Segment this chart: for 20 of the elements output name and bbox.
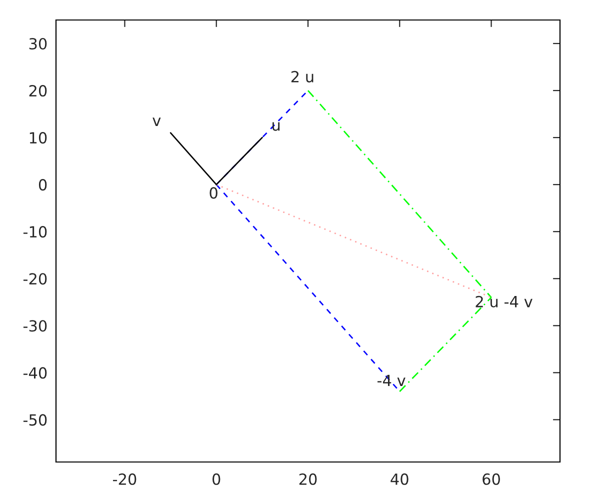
x-tick-label: 20	[299, 473, 317, 485]
annotation: 2 u	[291, 70, 314, 82]
x-tick-label: 60	[482, 473, 500, 485]
y-tick-label: 10	[30, 132, 47, 144]
y-tick-label: -30	[23, 320, 47, 332]
annotation: -4 v	[377, 374, 406, 386]
x-tick-label: 40	[390, 473, 408, 485]
y-tick-label: 20	[29, 84, 47, 97]
x-tick-label: -20	[113, 473, 136, 485]
annotation: u	[272, 122, 280, 131]
annotation: 2 u -4 v	[476, 296, 532, 308]
x-tick-label: 0	[212, 473, 220, 485]
annotation: 0	[210, 187, 218, 199]
y-tick-label: -20	[23, 273, 47, 285]
annotation: v	[152, 118, 161, 126]
y-tick-label: -50	[23, 414, 47, 426]
y-tick-label: -10	[23, 226, 47, 238]
y-tick-label: 0	[38, 179, 47, 191]
y-tick-label: 30	[29, 38, 47, 50]
y-tick-label: -40	[23, 367, 47, 379]
